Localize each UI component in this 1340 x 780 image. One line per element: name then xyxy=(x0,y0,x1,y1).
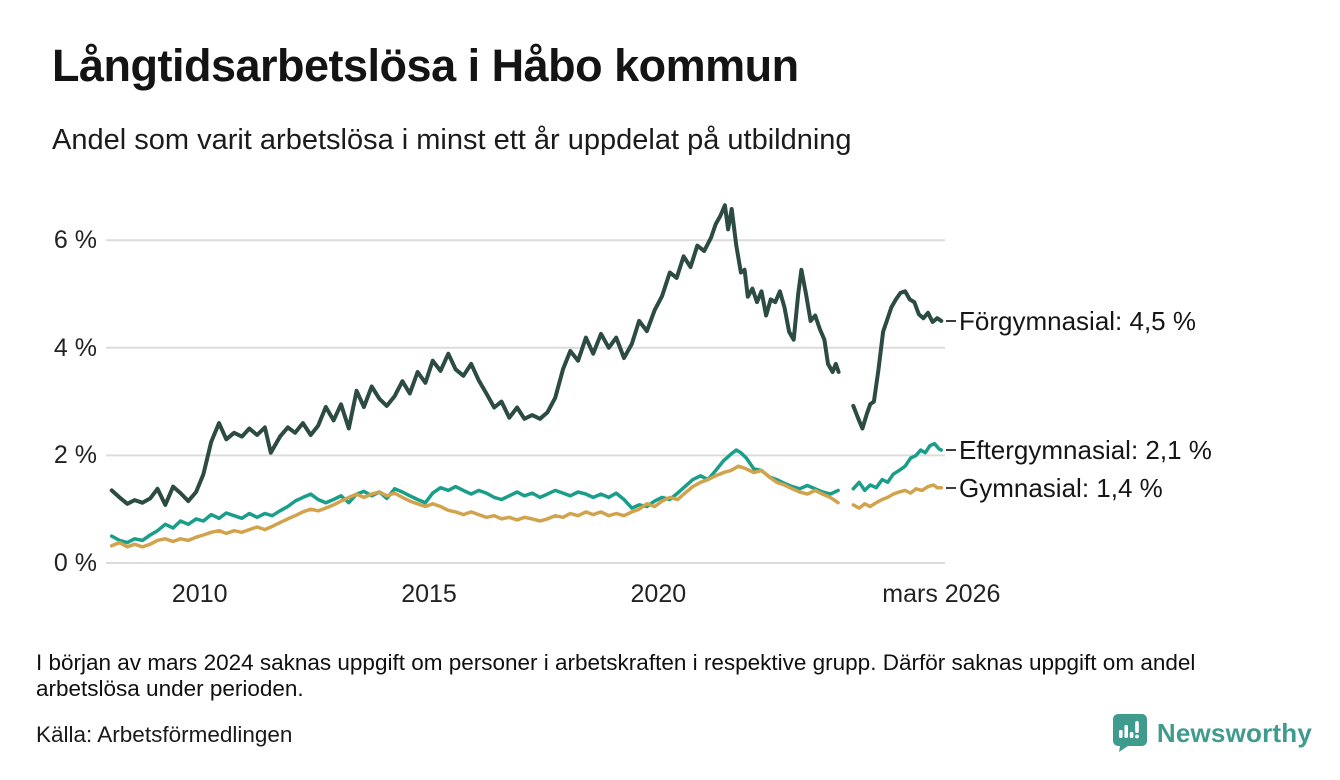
x-tick-label: 2020 xyxy=(630,580,687,608)
label-connector-dash xyxy=(946,449,956,452)
y-tick-label: 6 % xyxy=(53,226,97,255)
page-title: Långtidsarbetslösa i Håbo kommun xyxy=(52,40,799,91)
label-connector-dash xyxy=(946,486,956,489)
newsworthy-logo: Newsworthy xyxy=(1111,712,1312,754)
line-series-forgymnasial xyxy=(109,203,841,507)
line-series-eftergymnasial xyxy=(109,448,840,545)
y-tick-label: 0 % xyxy=(53,549,97,577)
footnote-text: I början av mars 2024 saknas uppgift om … xyxy=(36,650,1196,702)
line-series-gymnasial xyxy=(109,464,840,549)
x-tick-label: 2015 xyxy=(401,580,457,608)
source-text: Källa: Arbetsförmedlingen xyxy=(36,722,293,747)
line-series-eftergymnasial xyxy=(851,441,944,493)
y-tick-label: 2 % xyxy=(53,441,97,470)
gridlines xyxy=(106,239,945,564)
series-lines xyxy=(109,203,944,549)
series-label-gymnasial: Gymnasial: 1,4 % xyxy=(959,472,1163,503)
line-series-forgymnasial xyxy=(851,289,944,431)
series-label-eftergymnasial: Eftergymnasial: 2,1 % xyxy=(959,435,1212,466)
series-label-forgymnasial: Förgymnasial: 4,5 % xyxy=(959,305,1196,336)
line-series-gymnasial xyxy=(851,483,944,510)
label-connector-dash xyxy=(946,319,956,322)
newsworthy-icon xyxy=(1112,714,1147,752)
x-tick-label: 2010 xyxy=(171,580,228,608)
x-tick-label: mars 2026 xyxy=(882,580,1001,608)
chart-subtitle: Andel som varit arbetslösa i minst ett å… xyxy=(52,124,852,156)
y-tick-label: 4 % xyxy=(53,333,97,362)
newsworthy-wordmark: Newsworthy xyxy=(1156,717,1312,748)
